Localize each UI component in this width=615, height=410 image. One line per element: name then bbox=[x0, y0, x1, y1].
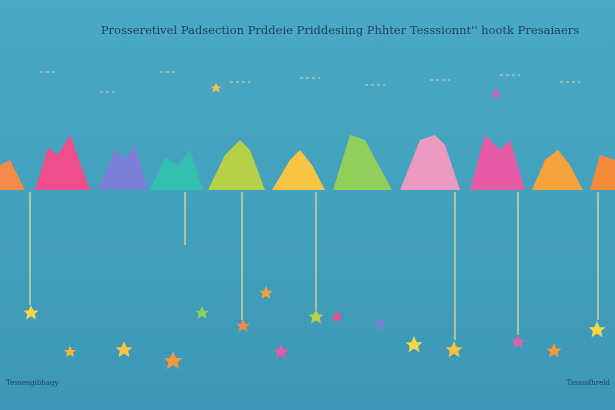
poles bbox=[29, 192, 599, 340]
footer-right: Tsssssfhreld bbox=[567, 379, 611, 387]
mountains bbox=[0, 135, 615, 190]
mountain bbox=[98, 145, 148, 190]
mountain bbox=[208, 140, 265, 190]
mountain bbox=[532, 150, 583, 190]
mountain bbox=[470, 135, 525, 190]
mountain bbox=[590, 155, 615, 190]
mountain bbox=[35, 135, 90, 190]
mountain bbox=[0, 160, 25, 190]
title: Prosseretivel Padsection Prddeie Priddes… bbox=[101, 23, 579, 37]
mountain bbox=[150, 150, 203, 190]
footer-left: Tessengibbagy bbox=[6, 379, 58, 387]
mountain bbox=[400, 135, 460, 190]
decor-dashes bbox=[40, 71, 580, 93]
mountain bbox=[272, 150, 325, 190]
mountain bbox=[333, 135, 392, 190]
